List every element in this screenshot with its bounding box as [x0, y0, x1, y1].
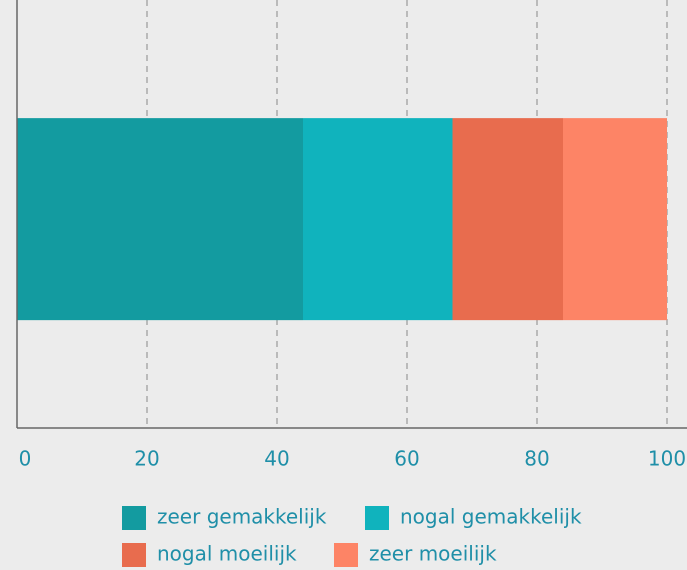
- x-tick-label: 80: [524, 447, 549, 471]
- legend-label: nogal gemakkelijk: [400, 505, 582, 529]
- x-tick-label: 100: [648, 447, 686, 471]
- x-tick-label: 20: [134, 447, 159, 471]
- x-tick-label: 60: [394, 447, 419, 471]
- legend-label: nogal moeilijk: [157, 542, 297, 566]
- bar-segment: [563, 118, 667, 321]
- x-tick-label: 40: [264, 447, 289, 471]
- bar-segment: [303, 118, 453, 321]
- bar-segment: [17, 118, 303, 321]
- legend-swatch: [122, 506, 146, 530]
- legend-swatch: [122, 543, 146, 567]
- legend-label: zeer gemakkelijk: [157, 505, 327, 529]
- x-tick-label: 0: [19, 447, 32, 471]
- legend-swatch: [365, 506, 389, 530]
- bar-segment: [452, 118, 563, 321]
- legend-swatch: [334, 543, 358, 567]
- legend-label: zeer moeilijk: [369, 542, 497, 566]
